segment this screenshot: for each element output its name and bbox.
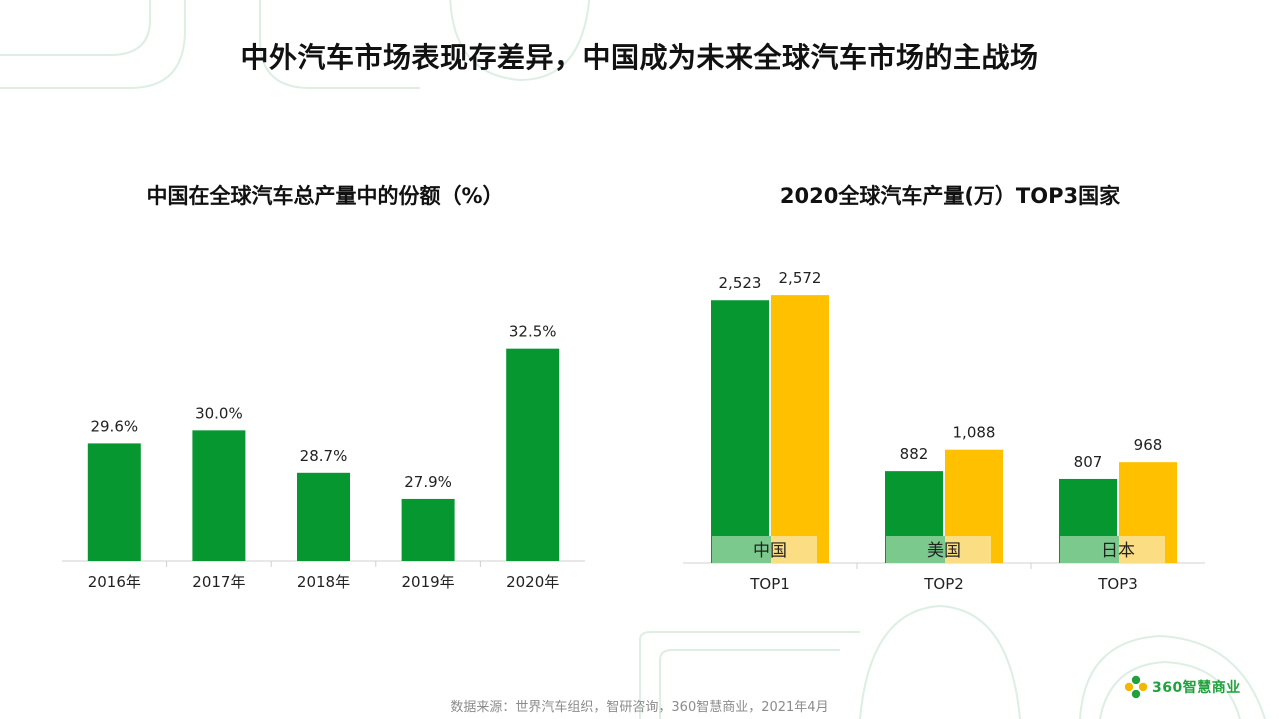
flower-logo-icon [1124,675,1148,699]
data-label: 2,523 [719,274,762,292]
x-tick-label: TOP2 [923,575,964,593]
x-tick-label: 2016年 [88,573,141,591]
bar [401,498,455,561]
country-label: 美国 [927,541,961,561]
data-source-note: 数据来源：世界汽车组织，智研咨询，360智慧商业，2021年4月 [450,700,829,715]
x-tick-label: 2019年 [402,573,455,591]
bar [711,300,769,563]
left-chart-title: 中国在全球汽车总产量中的份额（%） [146,184,504,208]
page-title: 中外汽车市场表现存差异，中国成为未来全球汽车市场的主战场 [240,41,1039,74]
country-label-band [771,536,817,563]
x-tick-label: 2020年 [506,573,559,591]
bar [506,348,560,561]
data-label: 968 [1134,436,1163,454]
data-label: 32.5% [509,323,557,341]
bar [192,430,246,561]
country-label-band [945,536,991,563]
data-label: 30.0% [195,404,243,422]
data-label: 29.6% [90,417,138,435]
x-tick-label: 2018年 [297,573,350,591]
data-label: 27.9% [404,473,452,491]
x-tick-label: TOP3 [1097,575,1138,593]
x-tick-label: 2017年 [192,573,245,591]
country-label-band [1060,536,1119,563]
country-label-band [1119,536,1165,563]
bar [297,472,350,561]
country-label-band [886,536,945,563]
country-label: 日本 [1101,541,1135,561]
data-label: 882 [900,445,929,463]
x-tick-label: TOP1 [749,575,790,593]
data-label: 28.7% [300,447,348,465]
brand-logo: 360智慧商业 [1124,674,1241,700]
data-label: 1,088 [953,424,996,442]
country-label-band [712,536,771,563]
bar [87,443,141,561]
logo-text: 360智慧商业 [1152,680,1241,696]
right-chart-title: 2020全球汽车产量(万）TOP3国家 [779,184,1121,208]
data-label: 807 [1074,453,1103,471]
bar [771,295,829,563]
country-label: 中国 [753,541,787,561]
data-label: 2,572 [779,269,822,287]
